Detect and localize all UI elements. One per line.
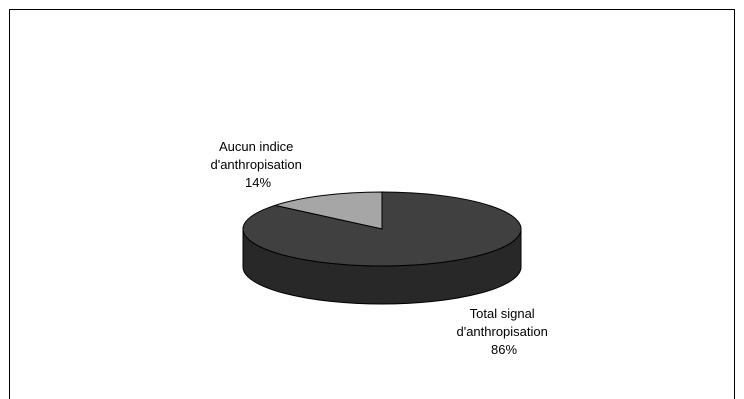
slice-label-total: Total signal d'anthropisation 86% <box>456 306 551 357</box>
slice-label-total-line1: Total signal <box>470 306 535 321</box>
pie-slice-aucun <box>272 191 383 230</box>
pie-group <box>242 191 522 305</box>
slice-label-aucun-line2: d'anthropisation <box>210 157 301 172</box>
slice-label-total-percent: 86% <box>491 342 517 357</box>
slice-label-total-line2: d'anthropisation <box>456 324 547 339</box>
chart-border <box>9 9 735 399</box>
slice-label-aucun-line1: Aucun indice <box>219 139 293 154</box>
slice-label-aucun: Aucun indice d'anthropisation 14% <box>210 139 305 190</box>
pie-slice-total <box>242 191 522 267</box>
slice-label-aucun-percent: 14% <box>245 175 271 190</box>
